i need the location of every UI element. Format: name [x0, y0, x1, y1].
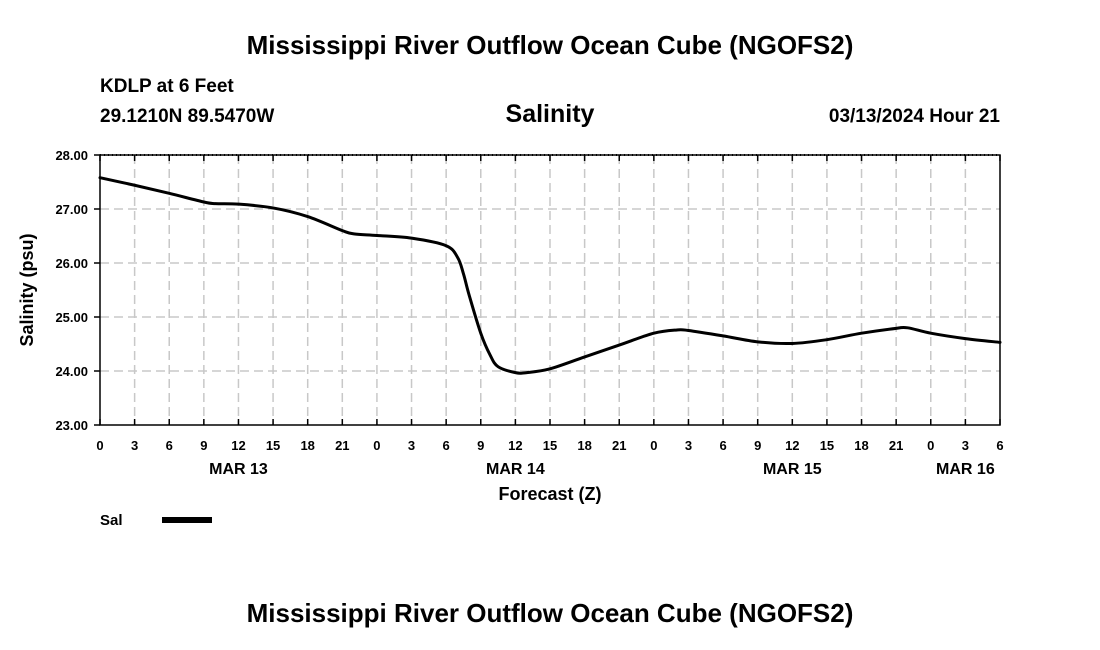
date-label: MAR 16: [936, 461, 995, 478]
x-axis-label: Forecast (Z): [498, 484, 601, 504]
x-tick-label: 3: [685, 438, 692, 453]
station-coordinates: 29.1210N 89.5470W: [100, 106, 275, 127]
forecast-date: 03/13/2024 Hour 21: [828, 106, 1000, 127]
x-tick-label: 3: [962, 438, 969, 453]
x-tick-label: 9: [477, 438, 484, 453]
x-tick-label: 6: [719, 438, 726, 453]
x-tick-label: 18: [300, 438, 314, 453]
x-tick-label: 21: [889, 438, 903, 453]
y-tick-label: 25.00: [55, 310, 88, 325]
x-tick-label: 12: [508, 438, 522, 453]
y-tick-label: 26.00: [55, 256, 88, 271]
x-tick-label: 6: [443, 438, 450, 453]
x-tick-label: 0: [96, 438, 103, 453]
x-tick-label: 3: [408, 438, 415, 453]
x-tick-label: 0: [650, 438, 657, 453]
y-axis-label: Salinity (psu): [17, 233, 37, 346]
page-title: Mississippi River Outflow Ocean Cube (NG…: [246, 30, 854, 60]
y-tick-label: 24.00: [55, 364, 88, 379]
series-line-sal: [98, 176, 1002, 375]
x-tick-label: 0: [927, 438, 934, 453]
footer-title: Mississippi River Outflow Ocean Cube (NG…: [246, 598, 854, 628]
chart-title: Salinity: [505, 100, 595, 128]
x-tick-label: 12: [785, 438, 799, 453]
x-tick-label: 9: [200, 438, 207, 453]
x-tick-label: 21: [335, 438, 349, 453]
x-tick-label: 15: [543, 438, 557, 453]
date-label: MAR 14: [486, 461, 545, 478]
x-tick-label: 15: [266, 438, 280, 453]
x-tick-label: 18: [854, 438, 868, 453]
grid-lines: [100, 155, 1000, 425]
legend: Sal: [100, 512, 212, 529]
y-tick-label: 23.00: [55, 418, 88, 433]
axis-ticks: 23.00 24.00 25.00 26.00 27.00 28.00 0 3 6 9 12 15 18…: [55, 148, 1003, 478]
x-tick-label: 9: [754, 438, 761, 453]
station-label: KDLP at 6 Feet: [100, 76, 234, 97]
x-tick-label: 0: [373, 438, 380, 453]
x-tick-label: 21: [612, 438, 626, 453]
y-tick-label: 27.00: [55, 202, 88, 217]
date-label: MAR 15: [763, 461, 822, 478]
x-tick-label: 6: [166, 438, 173, 453]
date-label: MAR 13: [209, 461, 268, 478]
y-tick-label: 28.00: [55, 148, 88, 163]
x-tick-label: 12: [231, 438, 245, 453]
series-layer: [98, 176, 1002, 375]
x-tick-label: 15: [820, 438, 834, 453]
legend-label-sal: Sal: [100, 512, 123, 529]
x-tick-label: 18: [577, 438, 591, 453]
x-tick-label: 3: [131, 438, 138, 453]
x-tick-label: 6: [996, 438, 1003, 453]
